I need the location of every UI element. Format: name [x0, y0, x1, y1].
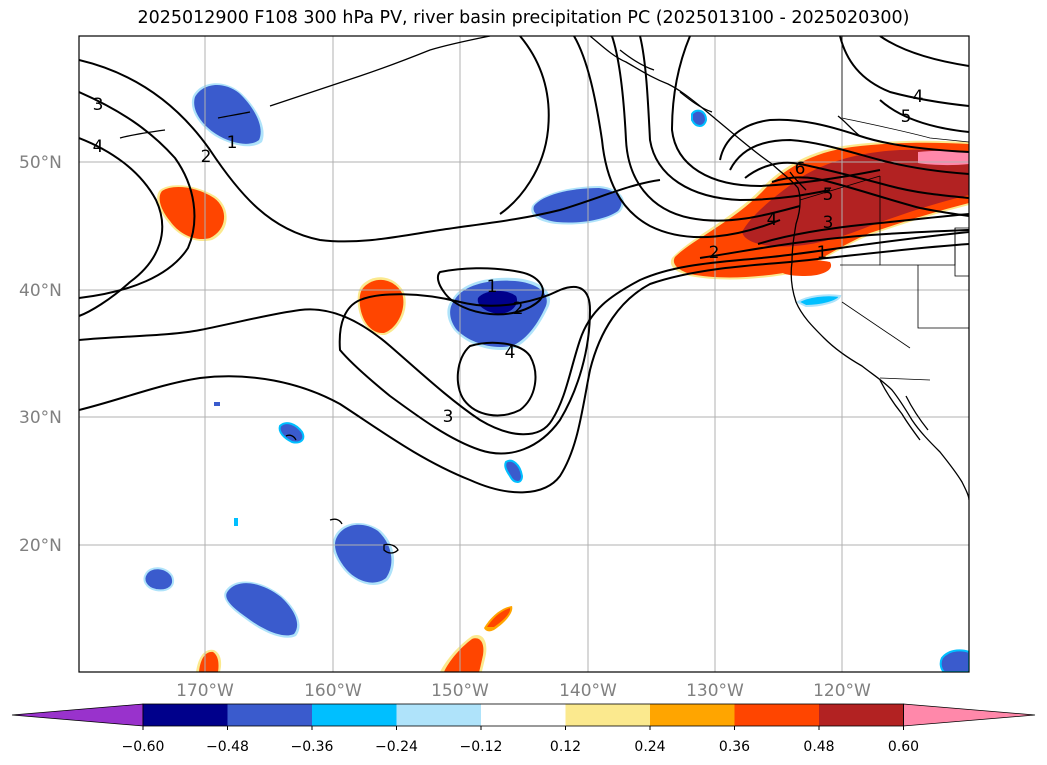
map-border	[78, 35, 970, 673]
lon-label: 170°W	[176, 681, 234, 701]
longitude-labels: 170°W 160°W 150°W 140°W 130°W 120°W	[176, 681, 871, 701]
map-layer: 3 4 2 1 1 2 4 3 2 4 3 1 5 6 4 5	[79, 36, 969, 672]
contour-label: 2	[513, 299, 524, 319]
colorbar-segment	[396, 704, 482, 726]
contour-labels: 3 4 2 1 1 2 4 3 2 4 3 1 5 6 4 5	[93, 87, 924, 427]
contour-label: 6	[795, 159, 806, 179]
lat-label: 20°N	[19, 536, 62, 556]
colorbar-segment	[734, 704, 820, 726]
colorbar-extend-right	[903, 703, 1036, 727]
lat-label: 30°N	[19, 408, 62, 428]
colorbar-tick-label: 0.12	[550, 739, 581, 755]
contour-label: 5	[901, 107, 912, 127]
latitude-labels: 50°N 40°N 30°N 20°N	[19, 153, 62, 556]
lat-label: 50°N	[19, 153, 62, 173]
colorbar-segment	[481, 704, 566, 726]
contour-label: 1	[817, 243, 828, 263]
contour-label: 4	[913, 87, 924, 107]
coastlines	[119, 36, 969, 554]
colorbar-tick-labels: −0.60 −0.48 −0.36 −0.24 −0.12 0.12 0.24 0.36 0.4…	[122, 739, 920, 755]
contour-label: 4	[93, 137, 104, 157]
colorbar-tick-label: −0.48	[206, 739, 249, 755]
colorbar-tick-label: −0.24	[375, 739, 418, 755]
lat-label: 40°N	[19, 281, 62, 301]
colorbar-tick-label: −0.60	[122, 739, 165, 755]
contour-label: 4	[767, 210, 778, 230]
colorbar-tick-label: 0.60	[888, 739, 919, 755]
pv-contours	[79, 36, 969, 494]
colorbar-tick-label: 0.24	[634, 739, 665, 755]
colorbar-segment	[819, 704, 904, 726]
map-title: 2025012900 F108 300 hPa PV, river basin …	[137, 8, 910, 28]
colorbar-tick-label: 0.36	[719, 739, 750, 755]
contour-label: 1	[227, 133, 238, 153]
colorbar-tick-label: −0.12	[460, 739, 503, 755]
lon-label: 130°W	[686, 681, 744, 701]
contour-label: 3	[443, 407, 454, 427]
colorbar-segment	[227, 704, 313, 726]
colorbar-segment	[143, 704, 228, 726]
colorbar-frame	[142, 703, 904, 727]
lon-label: 150°W	[431, 681, 489, 701]
map-background	[79, 36, 969, 672]
colorbar-extend-left	[11, 703, 144, 727]
contour-label: 2	[201, 147, 212, 167]
colorbar-segment	[565, 704, 651, 726]
lon-label: 140°W	[559, 681, 617, 701]
contour-label: 4	[505, 343, 516, 363]
colorbar-tick-label: −0.36	[291, 739, 334, 755]
borders	[799, 36, 969, 381]
lon-label: 160°W	[304, 681, 362, 701]
colorbar-tick-label: 0.48	[803, 739, 834, 755]
colorbar-segment	[650, 704, 735, 726]
positive-pc-shading	[157, 140, 969, 672]
contour-label: 3	[93, 95, 104, 115]
contour-label: 5	[823, 185, 834, 205]
contour-label: 3	[823, 213, 834, 233]
colorbar-segment	[312, 704, 397, 726]
contour-label: 1	[487, 277, 498, 297]
lon-label: 120°W	[813, 681, 871, 701]
colorbar	[11, 703, 1036, 730]
contour-label: 2	[709, 243, 720, 263]
